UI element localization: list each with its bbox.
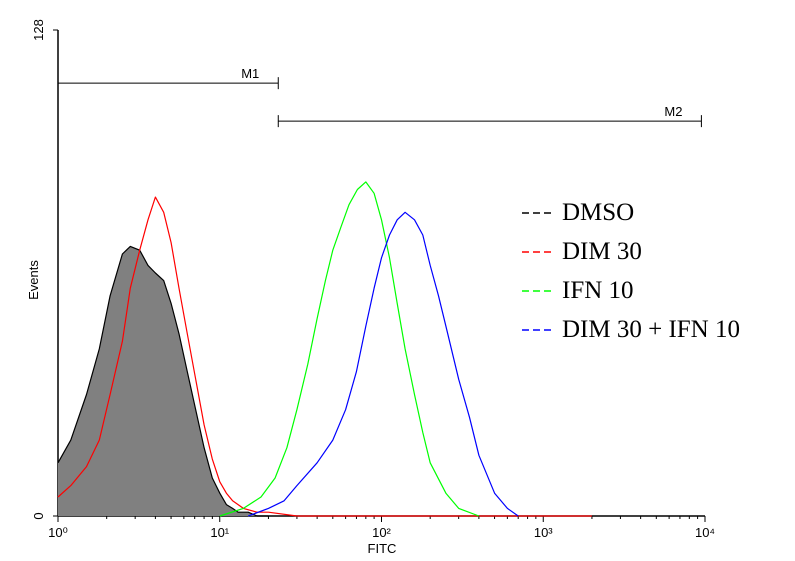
y-tick-label: 128: [31, 19, 46, 41]
series-fill-dmso: [58, 246, 269, 516]
marker-label: M1: [241, 66, 259, 81]
series-line-ifn-10: [219, 181, 480, 517]
y-axis-label: Events: [26, 260, 41, 300]
x-tick-label: 10¹: [210, 525, 229, 540]
x-tick-label: 10²: [372, 525, 391, 540]
legend: DMSO DIM 30 IFN 10 DIM 30 + IFN 10: [522, 199, 740, 343]
marker-gates: M1 M2: [57, 66, 702, 128]
series-line-dim-30-ifn-10: [247, 211, 519, 517]
legend-label: DMSO: [562, 199, 634, 226]
x-tick-label: 10⁴: [695, 525, 715, 540]
legend-label: DIM 30 + IFN 10: [562, 316, 740, 343]
y-tick-label: 0: [31, 512, 46, 519]
series-line-dim-30: [57, 196, 592, 517]
x-tick-label: 10⁰: [48, 525, 68, 540]
marker-label: M2: [664, 104, 682, 119]
x-axis-label: FITC: [368, 541, 397, 556]
x-tick-label: 10³: [534, 525, 553, 540]
series-layer: [57, 181, 592, 517]
legend-label: DIM 30: [562, 238, 642, 265]
legend-label: IFN 10: [562, 277, 634, 304]
series-line-dmso: [57, 245, 269, 517]
